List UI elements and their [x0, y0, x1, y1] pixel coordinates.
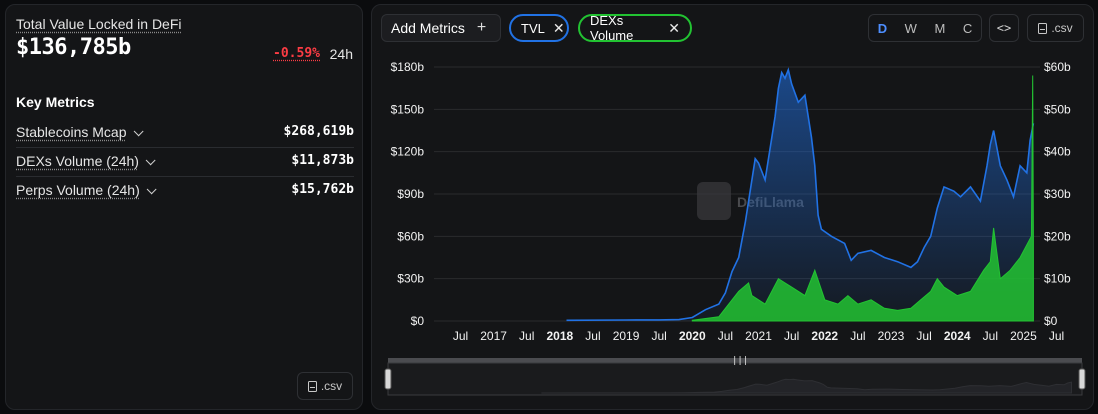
navigator-right-handle[interactable] — [1078, 368, 1086, 390]
tvl-change[interactable]: -0.59% — [273, 46, 320, 61]
y-left-tick-label: $150b — [391, 102, 425, 116]
x-tick-label: Jul — [1049, 329, 1064, 343]
chart-navigator[interactable]: ||| — [384, 356, 1086, 396]
metric-label[interactable]: Perps Volume (24h) — [16, 182, 157, 198]
tvl-period: 24h — [329, 46, 353, 62]
chart-grid — [434, 66, 1040, 322]
y-right-tick-label: $60b — [1044, 60, 1071, 74]
close-icon[interactable]: ✕ — [552, 19, 565, 36]
metric-row-stablecoins[interactable]: Stablecoins Mcap $268,619b — [16, 120, 354, 148]
close-icon[interactable]: ✕ — [668, 19, 680, 36]
add-metrics-label: Add Metrics — [391, 20, 465, 36]
x-tick-label: 2017 — [480, 329, 507, 343]
chart-axes: $0 $0 $30b $10b $60b $20b $90b $30b $120b $40b $15… — [391, 60, 1071, 343]
y-right-tick-label: $0 — [1044, 314, 1058, 328]
plus-icon: + — [476, 19, 487, 36]
llama-logo-icon — [697, 182, 731, 220]
period-selector: D W M C — [868, 14, 982, 42]
tvl-dex-chart[interactable]: DefiLlama $0$0$30b$10b$60b$20b$90b$30b$1… — [372, 5, 1095, 411]
metric-row-dexs-volume[interactable]: DEXs Volume (24h) $11,873b — [16, 149, 354, 177]
file-icon — [1038, 22, 1048, 34]
chevron-down-icon — [145, 155, 156, 166]
chart-panel: Add Metrics + TVL ✕ DEXs Volume ✕ D W M … — [371, 4, 1094, 410]
y-right-tick-label: $50b — [1044, 102, 1071, 116]
metric-value: $268,619b — [283, 124, 354, 139]
y-right-tick-label: $40b — [1044, 145, 1071, 159]
key-metrics-title: Key Metrics — [16, 94, 95, 110]
y-right-tick-label: $10b — [1044, 272, 1071, 286]
navigator-preview — [541, 378, 1072, 394]
period-week[interactable]: W — [904, 20, 917, 36]
series-area-dexs-volume — [691, 75, 1034, 322]
x-tick-label: Jul — [519, 329, 534, 343]
add-metrics-button[interactable]: Add Metrics + — [381, 14, 501, 42]
metric-value: $15,762b — [291, 182, 354, 197]
download-csv-button[interactable]: .csv — [1027, 14, 1084, 42]
metric-label[interactable]: DEXs Volume (24h) — [16, 153, 156, 169]
file-icon — [307, 380, 317, 392]
x-tick-label: 2020 — [679, 329, 706, 343]
embed-button[interactable]: <> — [989, 14, 1019, 42]
csv-label: .csv — [320, 379, 343, 393]
summary-panel: Total Value Locked in DeFi $136,785b -0.… — [5, 4, 363, 410]
x-tick-label: 2022 — [811, 329, 838, 343]
chip-label: DEXs Volume — [590, 13, 634, 43]
x-tick-label: 2024 — [944, 329, 971, 343]
download-csv-button[interactable]: .csv — [297, 372, 353, 400]
x-tick-label: Jul — [585, 329, 600, 343]
x-tick-label: 2025 — [1010, 329, 1037, 343]
x-tick-label: Jul — [652, 329, 667, 343]
x-tick-label: Jul — [850, 329, 865, 343]
y-right-tick-label: $30b — [1044, 187, 1071, 201]
y-left-tick-label: $0 — [411, 314, 425, 328]
period-day[interactable]: D — [877, 20, 888, 36]
period-month[interactable]: M — [934, 20, 946, 36]
navigator-left-handle[interactable] — [384, 368, 392, 390]
navigator-track — [388, 358, 1082, 363]
metric-row-perps-volume[interactable]: Perps Volume (24h) $15,762b — [16, 178, 354, 206]
y-left-tick-label: $180b — [391, 60, 425, 74]
chip-label: TVL — [521, 20, 545, 36]
chart-series — [566, 67, 1035, 322]
y-left-tick-label: $90b — [397, 187, 424, 201]
chevron-down-icon — [133, 126, 144, 137]
x-tick-label: Jul — [983, 329, 998, 343]
x-tick-label: 2023 — [878, 329, 905, 343]
y-left-tick-label: $120b — [391, 145, 425, 159]
series-line-tvl — [566, 67, 1035, 322]
y-left-tick-label: $30b — [397, 272, 424, 286]
y-left-tick-label: $60b — [397, 229, 424, 243]
y-right-tick-label: $20b — [1044, 229, 1071, 243]
chevron-down-icon — [146, 184, 157, 195]
csv-label: .csv — [1051, 21, 1073, 35]
x-tick-label: Jul — [784, 329, 799, 343]
x-tick-label: 2021 — [745, 329, 772, 343]
code-icon: <> — [996, 21, 1012, 35]
metric-label[interactable]: Stablecoins Mcap — [16, 124, 144, 140]
x-tick-label: Jul — [453, 329, 468, 343]
drag-handle-icon[interactable]: ||| — [732, 356, 748, 366]
x-tick-label: 2019 — [613, 329, 640, 343]
x-tick-label: Jul — [916, 329, 931, 343]
tvl-label[interactable]: Total Value Locked in DeFi — [16, 16, 182, 32]
chip-tvl[interactable]: TVL ✕ — [509, 14, 569, 42]
x-tick-label: 2018 — [546, 329, 573, 343]
tvl-value: $136,785b — [16, 35, 131, 60]
period-cumulative[interactable]: C — [962, 20, 973, 36]
series-area-tvl — [566, 69, 1034, 321]
x-tick-label: Jul — [718, 329, 733, 343]
metric-value: $11,873b — [291, 153, 354, 168]
chip-dexs-volume[interactable]: DEXs Volume ✕ — [578, 13, 692, 43]
